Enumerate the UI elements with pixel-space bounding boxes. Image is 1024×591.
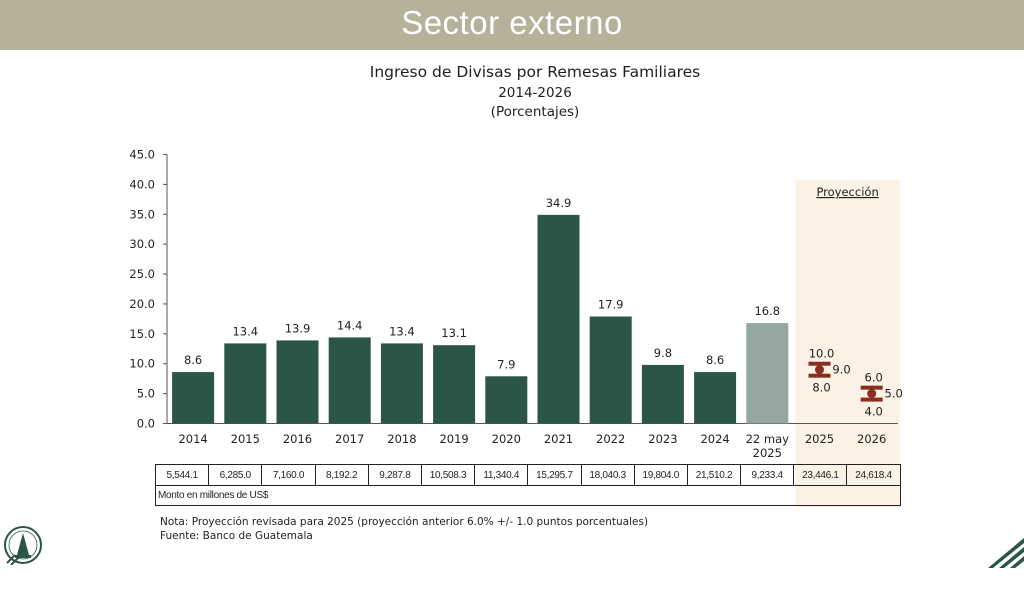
projection-low-label: 8.0 [812, 381, 830, 395]
bar-value-label: 13.4 [389, 324, 415, 338]
bar-value-label: 7.9 [497, 357, 515, 371]
x-tick-label: 2014 [178, 432, 207, 446]
amount-cell: 9,233.4 [740, 464, 795, 486]
y-tick-label: 5.0 [137, 387, 155, 401]
bar [276, 340, 319, 424]
bar-value-label: 8.6 [706, 353, 724, 367]
amounts-label: Monto en millones de US$ [155, 485, 901, 506]
amount-cell: 11,340.4 [474, 464, 529, 486]
source-text: Fuente: Banco de Guatemala [160, 530, 313, 542]
projection-low-marker [808, 373, 831, 378]
bar [433, 345, 476, 424]
bar [641, 364, 684, 424]
x-tick-label: 2019 [439, 432, 468, 446]
projection-high-marker [860, 385, 883, 390]
bar-value-label: 14.4 [337, 318, 363, 332]
note-text: Nota: Proyección revisada para 2025 (pro… [160, 516, 649, 528]
y-tick-label: 35.0 [129, 207, 155, 221]
page-title: Sector externo [401, 4, 623, 41]
x-tick-label: 2017 [335, 432, 364, 446]
projection-low-marker [860, 397, 883, 402]
bar [589, 316, 632, 424]
amount-cell: 10,508.3 [420, 464, 476, 486]
x-tick-label: 2021 [544, 432, 573, 446]
x-tick-label: 2018 [387, 432, 416, 446]
banguat-seal-icon [4, 526, 42, 565]
bar [224, 343, 267, 424]
bar-value-label: 9.8 [654, 346, 672, 360]
bar-value-label: 17.9 [598, 297, 624, 311]
chart-unit-label: (Porcentajes) [490, 104, 580, 120]
projection-center-marker [867, 389, 877, 399]
amount-cell: 18,040.3 [580, 464, 635, 486]
corner-stripes-icon [988, 538, 1024, 568]
chart-title: Ingreso de Divisas por Remesas Familiare… [369, 63, 701, 81]
y-tick-label: 45.0 [129, 148, 155, 162]
bar [172, 372, 215, 424]
x-tick-label: 2015 [231, 432, 260, 446]
bar-value-label: 13.1 [441, 326, 467, 340]
amounts-row: 5,544.1 6,285.0 7,160.0 8,192.2 9,287.8 10,50… [154, 464, 901, 486]
x-tick-label: 2023 [648, 432, 677, 446]
bar [485, 376, 528, 424]
y-tick-label: 10.0 [129, 357, 155, 371]
projection-high-marker [808, 361, 831, 366]
bar-value-label: 8.6 [184, 353, 202, 367]
projection-high-label: 6.0 [865, 371, 883, 385]
x-tick-label: 22 may 2025 [746, 432, 790, 460]
amount-cell: 6,285.0 [208, 464, 263, 486]
projection-label: Proyección [816, 185, 878, 199]
y-tick-label: 20.0 [129, 297, 155, 311]
amounts-table: 5,544.1 6,285.0 7,160.0 8,192.2 9,287.8 10,50… [154, 464, 901, 506]
bar [746, 323, 789, 424]
projection-high-label: 10.0 [809, 347, 835, 361]
projection-low-label: 4.0 [865, 405, 883, 419]
amount-cell: 24,618.4 [846, 464, 901, 486]
bar [380, 343, 423, 424]
y-tick-label: 25.0 [129, 267, 155, 281]
projection-center-marker [815, 365, 824, 375]
bar-value-label: 13.9 [285, 321, 311, 335]
header-banner: Sector externo [0, 0, 1024, 50]
amount-cell: 8,192.2 [314, 464, 369, 486]
amount-cell: 5,544.1 [154, 464, 210, 486]
projection-band [795, 180, 900, 507]
amount-cell: 15,295.7 [527, 464, 582, 486]
x-tick-label: 2016 [283, 432, 312, 446]
x-tick-label: 2022 [596, 432, 625, 446]
y-tick-label: 30.0 [129, 237, 155, 251]
chart-subtitle: 2014-2026 [498, 85, 572, 101]
y-tick-label: 15.0 [129, 327, 155, 341]
bar [537, 214, 580, 424]
bar-value-label: 16.8 [754, 304, 780, 318]
bar [328, 337, 371, 424]
amount-cell: 7,160.0 [261, 464, 316, 486]
bar-value-label: 13.4 [232, 324, 258, 338]
x-tick-label: 2020 [492, 432, 521, 446]
projection-center-label: 5.0 [885, 387, 903, 401]
projection-center-label: 9.0 [832, 363, 850, 377]
amount-cell: 23,446.1 [793, 464, 848, 486]
x-tick-label: 2026 [857, 432, 886, 446]
bar [694, 372, 737, 424]
amount-cell: 21,510.2 [686, 464, 742, 486]
bar-value-label: 34.9 [546, 196, 572, 210]
amount-cell: 19,804.0 [633, 464, 688, 486]
x-tick-label: 2025 [805, 432, 834, 446]
y-tick-label: 40.0 [129, 177, 155, 191]
y-tick-label: 0.0 [137, 417, 155, 431]
x-tick-label: 2024 [700, 432, 729, 446]
amount-cell: 9,287.8 [367, 464, 422, 486]
